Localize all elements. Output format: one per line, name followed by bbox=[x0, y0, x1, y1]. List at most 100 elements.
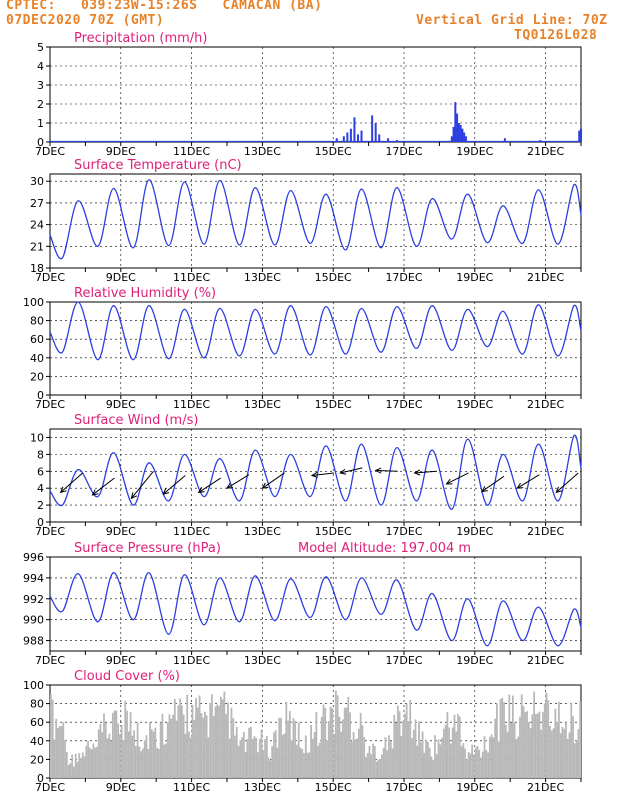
wind-arrow bbox=[311, 472, 335, 476]
precip-bar bbox=[378, 134, 381, 142]
y-tick-label: 994 bbox=[23, 572, 44, 585]
cloud-bar bbox=[334, 690, 337, 778]
cloud-bar bbox=[526, 711, 528, 778]
cloud-bar bbox=[570, 702, 573, 778]
precip-bar bbox=[463, 132, 466, 142]
cloud-bar bbox=[170, 718, 173, 778]
x-tick-label: 13DEC bbox=[244, 781, 281, 794]
y-tick-label: 27 bbox=[30, 197, 44, 210]
x-tick-label: 19DEC bbox=[456, 271, 493, 284]
cloud-bar bbox=[260, 729, 263, 778]
cloud-bar bbox=[423, 752, 426, 778]
cloud-bar bbox=[133, 730, 135, 778]
cloud-bar bbox=[288, 711, 291, 778]
cloud-bar bbox=[157, 748, 160, 778]
precip-bar bbox=[580, 128, 582, 142]
x-tick-label: 19DEC bbox=[456, 398, 493, 411]
cloud-bar bbox=[552, 728, 555, 778]
wind-arrow-head bbox=[555, 486, 563, 494]
cloud-bar bbox=[65, 751, 68, 778]
cloud-bar bbox=[511, 695, 514, 778]
cloud-bar bbox=[244, 751, 247, 778]
cloud-bar bbox=[103, 713, 105, 778]
x-tick-label: 9DEC bbox=[106, 398, 136, 411]
cloud-bar bbox=[476, 746, 479, 778]
panel-title: Cloud Cover (%) bbox=[74, 669, 180, 684]
cloud-bar bbox=[159, 723, 162, 778]
precip-bar bbox=[395, 140, 398, 142]
cloud-bar bbox=[322, 704, 325, 778]
cloud-bar bbox=[281, 734, 284, 778]
x-tick-label: 19DEC bbox=[456, 781, 493, 794]
cloud-bar bbox=[306, 752, 309, 778]
y-tick-label: 2 bbox=[37, 499, 44, 512]
cloud-bar bbox=[534, 714, 537, 778]
cloud-bar bbox=[469, 753, 472, 778]
cloud-bar bbox=[122, 740, 125, 778]
cloud-bar bbox=[101, 732, 104, 778]
cloud-bar bbox=[384, 737, 387, 778]
cloud-bar bbox=[419, 742, 422, 778]
cloud-bar bbox=[184, 733, 187, 778]
cloud-bar bbox=[527, 721, 530, 778]
cloud-bar bbox=[280, 717, 282, 778]
cloud-bar bbox=[290, 740, 293, 778]
y-tick-label: 990 bbox=[23, 614, 44, 627]
wind-arrow-head bbox=[130, 492, 138, 500]
cloud-bar bbox=[331, 708, 334, 778]
panel-frame bbox=[49, 556, 582, 652]
cloud-bar bbox=[336, 695, 339, 778]
y-tick-label: 18 bbox=[30, 262, 44, 275]
x-tick-label: 9DEC bbox=[106, 781, 136, 794]
y-tick-label: 0 bbox=[37, 772, 44, 785]
cloud-bar bbox=[430, 756, 433, 778]
x-tick-label: 7DEC bbox=[35, 781, 65, 794]
cloud-bar bbox=[524, 711, 527, 778]
cloud-bar bbox=[140, 751, 143, 778]
cloud-bar bbox=[207, 737, 210, 778]
x-tick-label: 19DEC bbox=[456, 145, 493, 158]
cloud-bar bbox=[418, 721, 420, 778]
cloud-bar bbox=[172, 714, 174, 778]
precip-bar bbox=[503, 138, 506, 142]
cloud-bar bbox=[225, 714, 228, 778]
cloud-bar bbox=[294, 720, 297, 778]
cloud-bar bbox=[227, 702, 229, 778]
x-tick-label: 21DEC bbox=[527, 525, 564, 538]
cloud-bar bbox=[379, 758, 382, 778]
y-tick-label: 21 bbox=[30, 240, 44, 253]
wind-arrow-head bbox=[91, 489, 99, 496]
cloud-bar bbox=[58, 725, 61, 778]
cloud-bar bbox=[115, 710, 118, 778]
y-tick-label: 10 bbox=[30, 431, 44, 444]
x-tick-label: 21DEC bbox=[527, 145, 564, 158]
x-tick-label: 11DEC bbox=[173, 781, 210, 794]
series-line bbox=[49, 179, 582, 260]
y-tick-label: 100 bbox=[23, 296, 44, 309]
x-tick-label: 7DEC bbox=[35, 398, 65, 411]
wind-arrow bbox=[60, 472, 83, 493]
cloud-bar bbox=[55, 718, 58, 778]
cloud-bar bbox=[575, 741, 578, 778]
cloud-bar bbox=[442, 728, 445, 778]
x-tick-label: 9DEC bbox=[106, 525, 136, 538]
cloud-bar bbox=[319, 742, 321, 778]
cloud-bar bbox=[269, 760, 272, 778]
wind-arrow-head bbox=[339, 468, 347, 475]
precip-bar bbox=[461, 128, 464, 142]
cloud-bar bbox=[547, 700, 550, 778]
cloud-bar bbox=[566, 738, 569, 778]
cloud-bar bbox=[283, 733, 286, 778]
cloud-bar bbox=[50, 694, 52, 778]
cloud-bar bbox=[150, 729, 153, 778]
cloud-bar bbox=[189, 737, 192, 778]
series-line bbox=[49, 434, 582, 510]
cloud-bar bbox=[142, 748, 144, 778]
y-tick-label: 80 bbox=[30, 315, 44, 328]
cloud-bar bbox=[359, 712, 362, 778]
cloud-bar bbox=[297, 722, 300, 778]
cloud-bar bbox=[223, 691, 226, 778]
panel-title: Relative Humidity (%) bbox=[74, 286, 216, 301]
x-tick-label: 21DEC bbox=[527, 654, 564, 667]
cloud-bar bbox=[90, 749, 93, 778]
